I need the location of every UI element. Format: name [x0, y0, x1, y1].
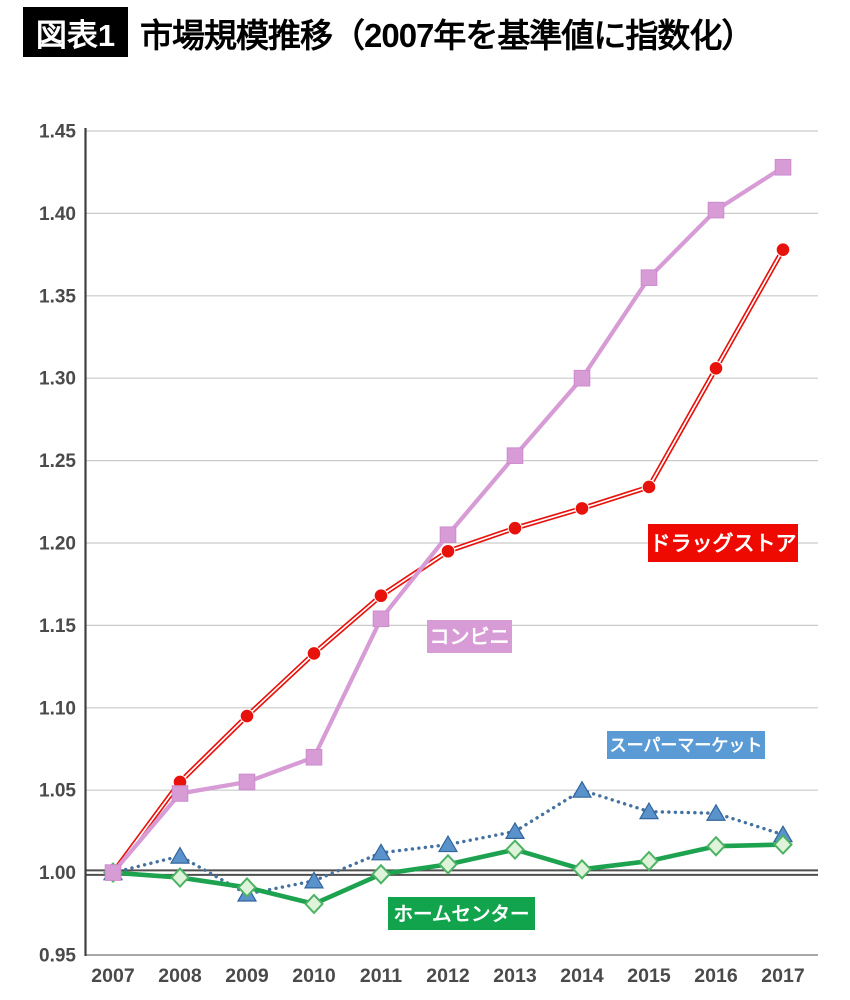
series-label-text: ドラッグストア [650, 532, 797, 556]
y-tick-label: 1.10 [39, 698, 76, 719]
series-label-box [648, 524, 798, 562]
x-tick-label: 2007 [91, 965, 134, 987]
data-point [640, 269, 658, 286]
data-point [303, 871, 325, 889]
series-label-box [607, 731, 765, 759]
data-point [573, 369, 591, 387]
y-tick-label: 0.95 [39, 946, 76, 967]
data-point [641, 479, 657, 495]
series-label-text: スーパーマーケット [610, 736, 763, 755]
x-tick-label: 2015 [627, 965, 671, 987]
series-label-homecenter: ホームセンター [388, 897, 535, 930]
x-tick-label: 2011 [360, 965, 402, 987]
data-point [639, 850, 659, 872]
x-tick-label: 2009 [225, 965, 269, 987]
y-tick-label: 1.05 [39, 781, 76, 802]
y-tick-label: 1.40 [39, 204, 76, 225]
data-point [305, 748, 323, 766]
data-point [572, 858, 592, 880]
data-point [638, 801, 660, 820]
data-point [169, 846, 191, 864]
data-point [371, 863, 391, 885]
data-point [438, 853, 458, 875]
y-tick-label: 1.15 [39, 616, 76, 637]
data-point [706, 835, 726, 857]
x-tick-label: 2016 [694, 965, 738, 987]
data-point [104, 864, 122, 881]
figure-header: 図表1 市場規模推移（2007年を基準値に指数化） [0, 0, 850, 70]
series-konbini [104, 158, 792, 881]
data-point [439, 526, 457, 544]
data-point [237, 876, 257, 898]
data-point [304, 893, 324, 915]
x-tick-label: 2014 [560, 965, 604, 987]
y-tick-label: 1.25 [39, 451, 76, 472]
data-point [437, 834, 459, 853]
data-point [373, 588, 389, 604]
series-label-text: コンビニ [430, 626, 510, 649]
data-point [708, 361, 724, 376]
x-tick-label: 2008 [158, 965, 202, 987]
x-axis-tick-labels: 2007 2008 2009 2010 2011 2012 2013 2014 2015 2016… [91, 965, 804, 987]
series-label-supermarket: スーパーマーケット [607, 731, 765, 759]
data-point [440, 543, 456, 559]
data-point [507, 520, 523, 536]
y-tick-label: 1.45 [39, 122, 76, 143]
series-label-text: ホームセンター [394, 904, 530, 926]
data-point [306, 646, 322, 661]
data-point [504, 821, 526, 840]
data-point [171, 785, 189, 802]
series-label-box [388, 897, 535, 930]
data-point [239, 708, 255, 724]
series-label-box [427, 620, 512, 653]
series-label-konbini: コンビニ [427, 620, 512, 653]
figure-badge: 図表1 [23, 7, 128, 57]
x-tick-label: 2013 [493, 965, 537, 987]
data-point [571, 780, 593, 798]
data-point [773, 834, 793, 856]
data-point [774, 158, 792, 176]
data-point [370, 843, 392, 861]
data-point [775, 242, 791, 257]
data-point [574, 501, 590, 516]
series-label-drugstore: ドラッグストア [648, 524, 798, 562]
y-tick-label: 1.00 [39, 863, 76, 884]
data-point [506, 447, 524, 464]
figure-title: 市場規模推移（2007年を基準値に指数化） [140, 17, 754, 54]
x-tick-label: 2010 [292, 965, 336, 987]
data-point [705, 803, 727, 821]
baseline-band [85, 869, 818, 876]
data-point [238, 773, 256, 791]
data-point [170, 867, 190, 889]
y-tick-label: 1.35 [39, 286, 76, 307]
x-tick-label: 2017 [761, 965, 804, 987]
data-point [505, 839, 525, 860]
y-tick-label: 1.30 [39, 369, 76, 390]
data-point [707, 201, 725, 219]
data-point [372, 610, 390, 628]
y-tick-label: 1.20 [39, 534, 76, 555]
x-tick-label: 2012 [426, 965, 470, 987]
y-axis-tick-labels: 0.95 1.00 1.05 1.10 1.15 1.20 1.25 1.30 1.35 1.40… [39, 122, 76, 967]
series-line-konbini [111, 165, 785, 874]
